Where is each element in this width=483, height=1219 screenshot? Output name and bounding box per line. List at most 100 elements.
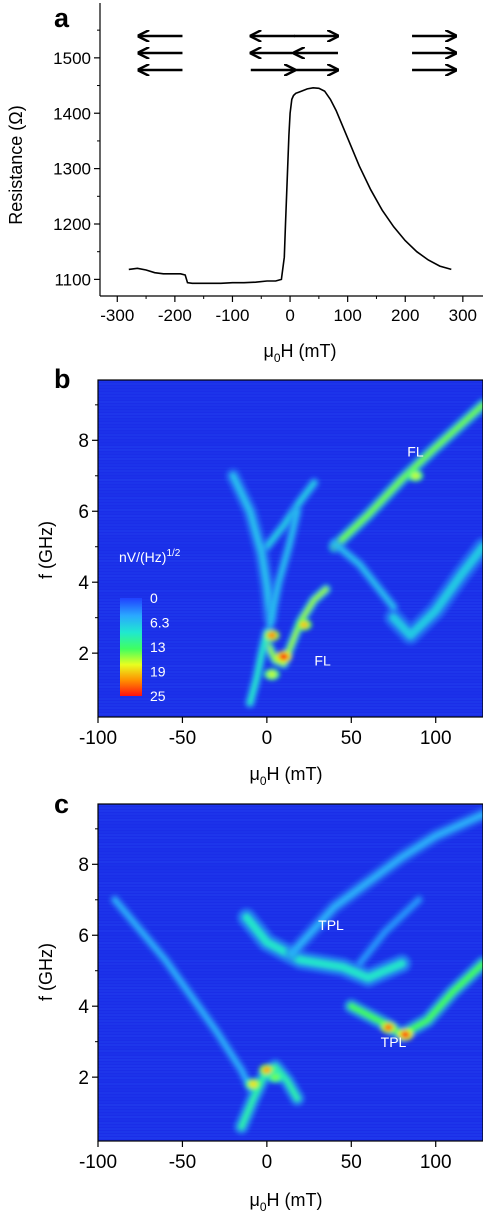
hotspot: [299, 621, 309, 629]
noise-stripe: [98, 434, 483, 436]
noise-stripe: [98, 939, 483, 941]
noise-stripe: [98, 813, 483, 815]
noise-stripe: [98, 1008, 483, 1010]
noise-stripe: [98, 969, 483, 971]
hotspot: [410, 472, 420, 480]
colorbar-tick-label: 13: [150, 639, 166, 655]
magnetic-state-arrows: [138, 36, 456, 70]
noise-stripe: [98, 855, 483, 857]
y-tick-label: 1100: [54, 271, 91, 290]
noise-stripe: [98, 1047, 483, 1049]
noise-stripe: [98, 494, 483, 496]
noise-stripe: [98, 978, 483, 980]
noise-stripe: [98, 578, 483, 580]
colorbar-tick-label: 19: [150, 664, 166, 680]
noise-stripe: [98, 852, 483, 854]
noise-stripe: [98, 1071, 483, 1073]
panel-c-xlabel: μ0H (mT): [249, 1190, 322, 1214]
hotspot: [262, 1066, 272, 1074]
noise-stripe: [98, 990, 483, 992]
x-tick-label: 50: [341, 1152, 362, 1173]
noise-stripe: [98, 671, 483, 673]
noise-stripe: [98, 608, 483, 610]
noise-stripe: [98, 407, 483, 409]
noise-stripe: [98, 849, 483, 851]
noise-stripe: [98, 1116, 483, 1118]
noise-stripe: [98, 503, 483, 505]
noise-stripe: [98, 819, 483, 821]
noise-stripe: [98, 395, 483, 397]
noise-stripe: [98, 473, 483, 475]
noise-stripe: [98, 452, 483, 454]
x-tick-label: 50: [341, 728, 362, 749]
noise-stripe: [98, 1017, 483, 1019]
noise-stripe: [98, 584, 483, 586]
noise-stripe: [98, 665, 483, 667]
x-tick-label: -300: [100, 306, 134, 325]
mode-line: [331, 401, 483, 550]
noise-stripe: [98, 876, 483, 878]
panel-b-axes: -100 -50 0 50 100 2 4 6 8: [78, 379, 483, 749]
colorbar-title: nV/(Hz)1/2: [119, 548, 181, 565]
x-tick-label: 100: [333, 306, 361, 325]
noise-stripe: [98, 987, 483, 989]
noise-stripe: [98, 662, 483, 664]
noise-stripe: [98, 936, 483, 938]
noise-stripe: [98, 1020, 483, 1022]
noise-stripe: [98, 1011, 483, 1013]
noise-stripe: [98, 897, 483, 899]
noise-stripe: [98, 410, 483, 412]
noise-stripe: [98, 458, 483, 460]
x-tick-label: 100: [420, 1152, 452, 1173]
noise-stripe: [98, 617, 483, 619]
noise-stripe: [98, 927, 483, 929]
noise-stripe: [98, 593, 483, 595]
panel-b-letter: b: [54, 364, 71, 394]
noise-stripe: [98, 1032, 483, 1034]
colorbar-tick-label: 25: [150, 688, 166, 704]
noise-stripe: [98, 422, 483, 424]
colorbar: nV/(Hz)1/2 0 6.3 13 19 25: [119, 548, 181, 704]
noise-stripe: [98, 392, 483, 394]
noise-stripe: [98, 837, 483, 839]
noise-stripe: [98, 470, 483, 472]
noise-stripe: [98, 683, 483, 685]
mode-annotation: FL: [314, 653, 331, 669]
noise-stripe: [98, 1056, 483, 1058]
mode-line: [242, 913, 407, 983]
noise-stripe: [98, 449, 483, 451]
noise-stripe: [98, 602, 483, 604]
noise-stripe: [98, 1065, 483, 1067]
noise-stripe: [98, 1044, 483, 1046]
noise-stripe: [98, 900, 483, 902]
noise-stripe: [98, 425, 483, 427]
noise-stripe: [98, 461, 483, 463]
y-tick-label: 1200: [53, 215, 91, 234]
noise-stripe: [98, 500, 483, 502]
x-tick-label: -100: [79, 728, 117, 749]
noise-stripe: [98, 386, 483, 388]
noise-stripe: [98, 629, 483, 631]
panel-c-letter: c: [54, 789, 69, 819]
noise-stripe: [98, 930, 483, 932]
panel-b: b FL FL nV/(Hz)1/2 0 6.3 13 19 25 -100 -50 0 50 1…: [36, 364, 483, 788]
noise-stripe: [98, 704, 483, 706]
noise-stripe: [98, 1041, 483, 1043]
noise-stripe: [98, 1059, 483, 1061]
noise-stripe: [98, 401, 483, 403]
noise-stripe: [98, 846, 483, 848]
noise-stripe: [98, 497, 483, 499]
panel-c-axes: -100 -50 0 50 100 2 4 6 8: [78, 803, 483, 1173]
noise-stripe: [98, 885, 483, 887]
noise-stripe: [98, 999, 483, 1001]
colorbar-tick-label: 6.3: [150, 615, 170, 631]
noise-stripe: [98, 888, 483, 890]
noise-stripe: [98, 1137, 483, 1139]
hotspot: [267, 670, 277, 678]
x-tick-label: -50: [169, 1152, 196, 1173]
hotspot: [267, 631, 277, 639]
plot-frame: [97, 379, 483, 718]
noise-stripe: [98, 894, 483, 896]
noise-stripe: [98, 572, 483, 574]
noise-stripe: [98, 599, 483, 601]
